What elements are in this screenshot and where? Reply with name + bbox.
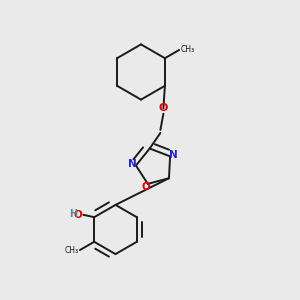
Text: H: H: [69, 209, 77, 219]
Text: CH₃: CH₃: [64, 245, 78, 254]
Text: CH₃: CH₃: [181, 45, 195, 54]
Text: O: O: [74, 210, 82, 220]
Text: N: N: [169, 150, 178, 160]
Text: N: N: [128, 159, 137, 169]
Text: O: O: [159, 103, 168, 113]
Text: O: O: [142, 182, 151, 192]
